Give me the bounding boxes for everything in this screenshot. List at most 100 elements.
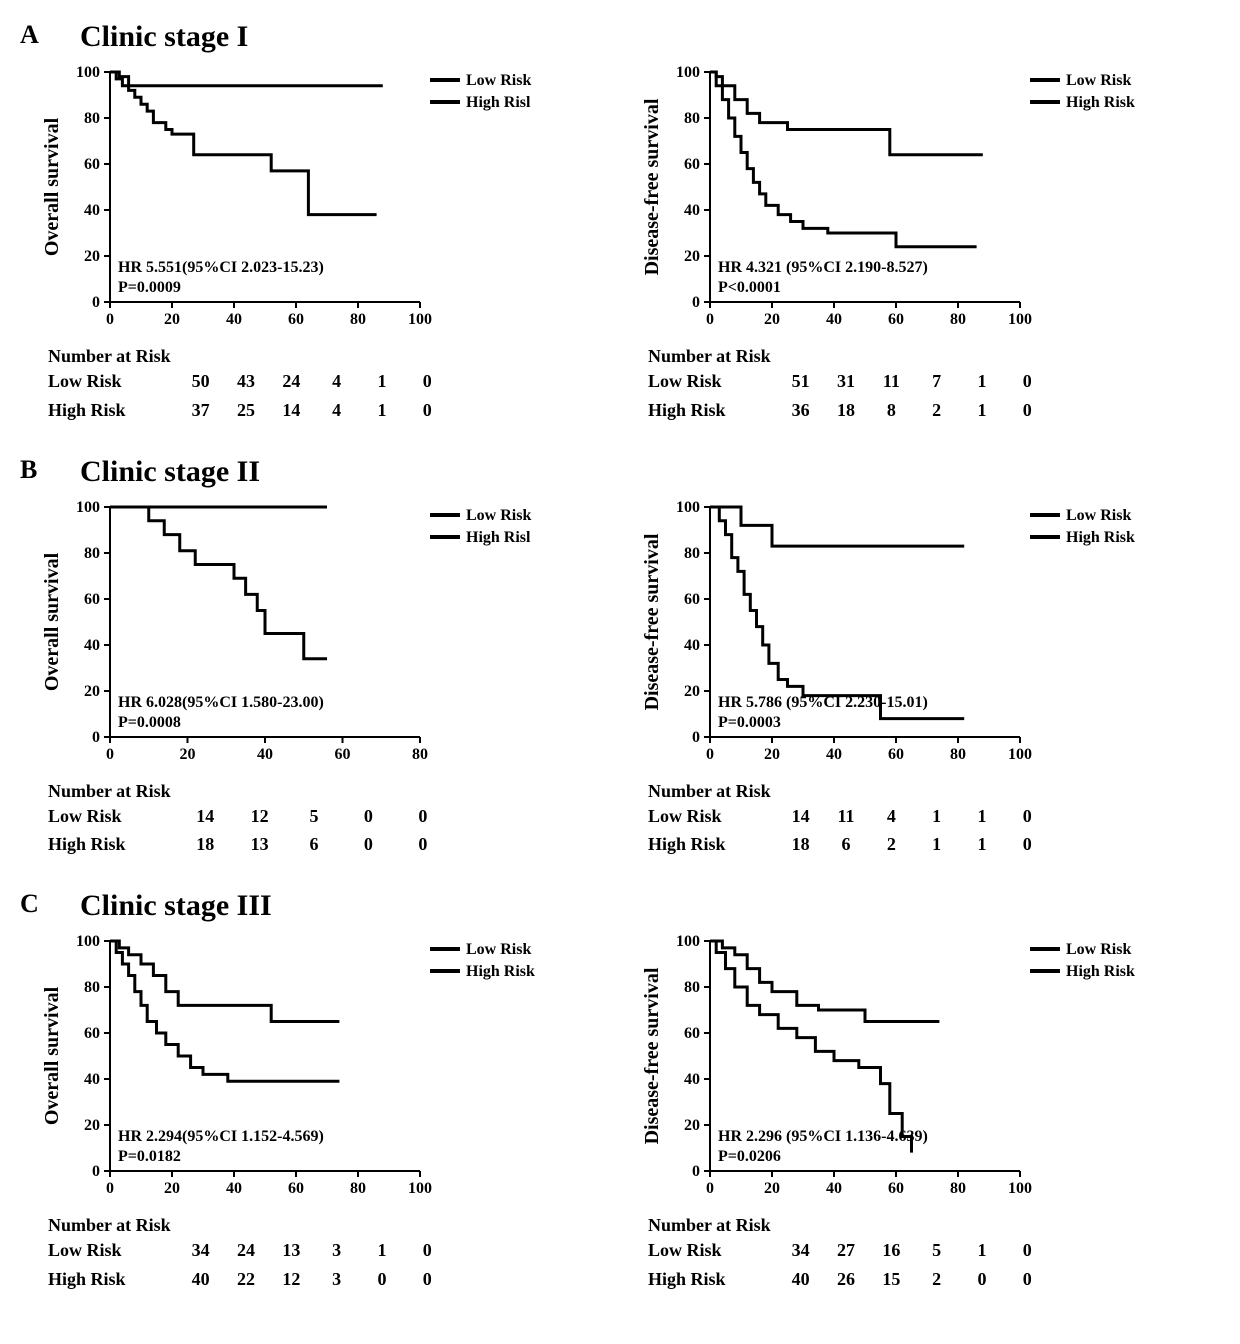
svg-text:60: 60 <box>288 1180 304 1197</box>
svg-text:60: 60 <box>684 1025 700 1042</box>
svg-text:0: 0 <box>706 1180 714 1197</box>
svg-text:40: 40 <box>826 746 842 763</box>
svg-text:100: 100 <box>408 311 432 328</box>
nar-low-cell: 1 <box>959 1236 1004 1265</box>
svg-text:0: 0 <box>92 729 100 746</box>
svg-text:100: 100 <box>676 933 700 950</box>
hr-text: HR 2.294(95%CI 1.152-4.569) <box>118 1128 324 1145</box>
high-risk-curve <box>110 941 339 1081</box>
svg-text:80: 80 <box>350 311 366 328</box>
svg-text:0: 0 <box>106 746 114 763</box>
svg-text:60: 60 <box>684 156 700 173</box>
nar-title: Number at Risk <box>640 1215 1200 1236</box>
nar-high-cell: 37 <box>178 396 223 425</box>
nar-high-cell: 6 <box>823 830 868 859</box>
panel-letter: A <box>20 20 39 50</box>
nar-high-cell: 18 <box>178 830 232 859</box>
svg-text:0: 0 <box>692 729 700 746</box>
svg-text:60: 60 <box>684 591 700 608</box>
svg-text:40: 40 <box>257 746 273 763</box>
svg-text:0: 0 <box>692 1163 700 1180</box>
svg-text:40: 40 <box>226 311 242 328</box>
nar-high-cell: 25 <box>223 396 268 425</box>
nar-high-cell: 18 <box>823 396 868 425</box>
svg-text:40: 40 <box>684 202 700 219</box>
nar-low-cell: 13 <box>269 1236 314 1265</box>
p-text: P=0.0008 <box>118 714 181 731</box>
nar-low-label: Low Risk <box>640 367 788 396</box>
svg-text:20: 20 <box>684 1117 700 1134</box>
svg-text:Disease-free survival: Disease-free survival <box>641 98 663 275</box>
svg-text:Low Risk: Low Risk <box>1066 941 1131 958</box>
km-chart: 020406080100020406080100Overall survival… <box>40 931 570 1211</box>
low-risk-curve <box>710 507 964 546</box>
nar-high-cell: 1 <box>959 396 1004 425</box>
low-risk-curve <box>710 941 939 1022</box>
svg-text:80: 80 <box>84 110 100 127</box>
svg-text:High Risk: High Risk <box>466 963 535 980</box>
svg-text:60: 60 <box>888 311 904 328</box>
svg-text:60: 60 <box>84 156 100 173</box>
nar-high-label: High Risk <box>40 396 188 425</box>
svg-text:100: 100 <box>676 64 700 81</box>
svg-text:0: 0 <box>106 1180 114 1197</box>
nar-low-cell: 1 <box>359 367 404 396</box>
svg-text:80: 80 <box>950 746 966 763</box>
nar-low-cell: 0 <box>405 1236 450 1265</box>
svg-text:40: 40 <box>826 311 842 328</box>
svg-text:40: 40 <box>826 1180 842 1197</box>
svg-text:20: 20 <box>684 248 700 265</box>
nar-high-cell: 1 <box>359 396 404 425</box>
number-at-risk-table: Number at Risk Low Risk 504324410 High R… <box>40 346 600 425</box>
svg-text:60: 60 <box>335 746 351 763</box>
chart-block: 020406080100020406080100Disease-free sur… <box>640 497 1200 860</box>
svg-text:40: 40 <box>684 1071 700 1088</box>
number-at-risk-table: Number at Risk Low Risk 342413310 High R… <box>40 1215 600 1294</box>
svg-text:80: 80 <box>412 746 428 763</box>
svg-text:20: 20 <box>180 746 196 763</box>
nar-high-cell: 2 <box>914 396 959 425</box>
nar-low-cell: 14 <box>778 802 823 831</box>
svg-text:0: 0 <box>106 311 114 328</box>
nar-high-cell: 15 <box>869 1265 914 1294</box>
nar-high-cell: 0 <box>405 396 450 425</box>
svg-text:Disease-free survival: Disease-free survival <box>641 967 663 1144</box>
svg-text:100: 100 <box>1008 311 1032 328</box>
p-text: P=0.0206 <box>718 1148 781 1165</box>
low-risk-curve <box>110 941 339 1022</box>
nar-high-cell: 6 <box>287 830 341 859</box>
svg-text:High Risk: High Risk <box>1066 963 1135 980</box>
chart-block: 020406080100020406080100Disease-free sur… <box>640 931 1200 1294</box>
nar-low-cell: 34 <box>778 1236 823 1265</box>
svg-text:Overall survival: Overall survival <box>41 117 63 256</box>
number-at-risk-table: Number at Risk Low Risk 342716510 High R… <box>640 1215 1200 1294</box>
svg-text:20: 20 <box>84 683 100 700</box>
nar-low-cell: 5 <box>914 1236 959 1265</box>
nar-high-cell: 40 <box>778 1265 823 1294</box>
nar-low-label: Low Risk <box>40 367 188 396</box>
chart-block: 020406080020406080100Overall survivalHR … <box>40 497 600 860</box>
nar-low-cell: 0 <box>1005 802 1050 831</box>
nar-high-cell: 40 <box>178 1265 223 1294</box>
svg-text:Low Risk: Low Risk <box>1066 507 1131 524</box>
nar-high-cell: 18 <box>778 830 823 859</box>
nar-low-label: Low Risk <box>640 1236 788 1265</box>
svg-text:Low Risk: Low Risk <box>1066 72 1131 89</box>
svg-text:Low Risk: Low Risk <box>466 72 531 89</box>
nar-high-cell: 0 <box>1005 396 1050 425</box>
svg-text:20: 20 <box>164 311 180 328</box>
svg-text:40: 40 <box>84 637 100 654</box>
svg-text:Low Risk: Low Risk <box>466 507 531 524</box>
km-chart: 020406080020406080100Overall survivalHR … <box>40 497 570 777</box>
p-text: P=0.0003 <box>718 714 781 731</box>
hr-text: HR 2.296 (95%CI 1.136-4.639) <box>718 1128 928 1145</box>
hr-text: HR 4.321 (95%CI 2.190-8.527) <box>718 259 928 276</box>
svg-text:80: 80 <box>684 110 700 127</box>
nar-high-cell: 8 <box>869 396 914 425</box>
svg-text:80: 80 <box>950 1180 966 1197</box>
high-risk-curve <box>110 72 377 215</box>
svg-text:80: 80 <box>684 545 700 562</box>
high-risk-curve <box>710 507 964 719</box>
nar-low-cell: 11 <box>823 802 868 831</box>
svg-text:Overall survival: Overall survival <box>41 987 63 1126</box>
